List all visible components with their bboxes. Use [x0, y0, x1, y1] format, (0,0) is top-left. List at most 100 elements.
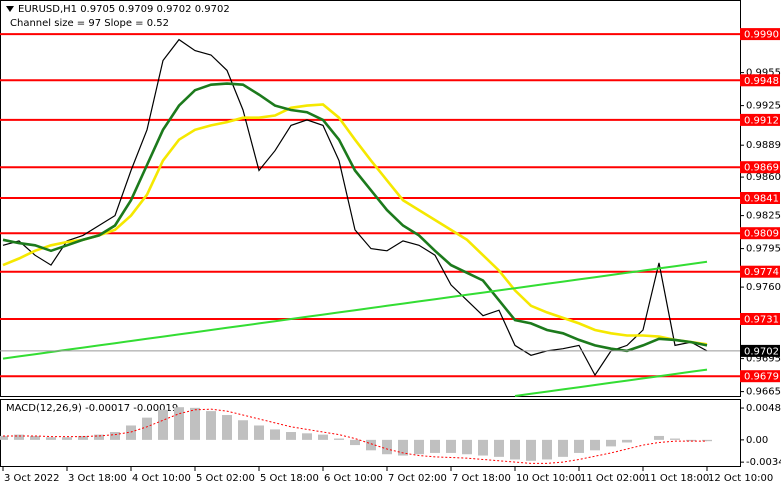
- y-tick-label: -0.00341: [746, 457, 781, 468]
- histogram-bar: [30, 435, 40, 440]
- x-tick-label: 11 Oct 02:00: [580, 473, 645, 484]
- histogram-bar: [334, 438, 344, 440]
- level-label: 0.9912: [744, 115, 779, 126]
- histogram-bar: [446, 439, 456, 453]
- series-line: [2, 82, 708, 353]
- histogram-bar: [686, 439, 696, 442]
- histogram-bar: [414, 439, 424, 455]
- histogram-bar: [398, 439, 408, 456]
- y-tick-label: 0.9925: [746, 101, 781, 112]
- histogram-bar: [206, 411, 216, 440]
- x-tick-label: 3 Oct 2022: [4, 473, 59, 484]
- histogram-bar: [270, 429, 280, 440]
- histogram-bar: [702, 439, 712, 442]
- level-label-box: [740, 265, 780, 278]
- histogram-bar: [238, 420, 248, 440]
- y-tick-label: 0.9760: [746, 282, 781, 293]
- plot-layer: 0.9955 0.9925 0.9889 0.9860 0.9825 0.9795 0.97…: [0, 28, 781, 484]
- histogram-bar: [366, 439, 376, 451]
- y-tick-label: 0.9795: [746, 244, 781, 255]
- y-tick-label: 0.00487: [746, 403, 781, 414]
- histogram-bar: [158, 409, 168, 440]
- y-tick-label: 0.9860: [746, 172, 781, 183]
- histogram-bar: [302, 433, 312, 440]
- level-label: 0.9948: [744, 76, 779, 87]
- histogram-bar: [350, 439, 360, 446]
- histogram-bar: [62, 437, 72, 440]
- x-tick-label: 7 Oct 02:00: [388, 473, 447, 484]
- histogram-bar: [590, 439, 600, 451]
- x-tick-label: 7 Oct 18:00: [452, 473, 511, 484]
- level-label: 0.9869: [744, 163, 779, 174]
- histogram-bar: [526, 439, 536, 461]
- level-label-box: [740, 74, 780, 87]
- level-label-box: [740, 313, 780, 325]
- level-label: 0.9731: [744, 315, 779, 326]
- level-label: 0.9990: [744, 30, 779, 41]
- y-tick-label: 0.9665: [746, 387, 781, 398]
- y-tick-label: 0.9825: [746, 211, 781, 222]
- histogram-bar: [318, 434, 328, 440]
- x-tick-label: 6 Oct 10:00: [324, 473, 383, 484]
- histogram-bar: [126, 425, 136, 440]
- histogram-bar: [654, 435, 664, 440]
- histogram-bar: [254, 425, 264, 440]
- histogram-bar: [574, 439, 584, 453]
- x-tick-label: 5 Oct 02:00: [196, 473, 255, 484]
- histogram-bar: [510, 439, 520, 460]
- level-label-box: [740, 227, 780, 240]
- last-price-box: [740, 344, 780, 357]
- macd-title: MACD(12,26,9) -0.00017 -0.00019: [6, 403, 178, 414]
- histogram-bar: [462, 439, 472, 455]
- histogram-bar: [606, 439, 616, 447]
- level-label: 0.9841: [744, 194, 779, 205]
- level-label-box: [740, 192, 780, 204]
- x-tick-label: 4 Oct 10:00: [132, 473, 191, 484]
- histogram-bar: [142, 417, 152, 440]
- y-tick-label: 0.9695: [746, 354, 781, 365]
- y-tick-label: 0.9955: [746, 68, 781, 79]
- x-tick-label: 12 Oct 10:00: [708, 473, 773, 484]
- series-line: [2, 38, 708, 377]
- level-label: 0.9809: [744, 229, 779, 240]
- last-price-label: 0.9702: [744, 346, 779, 357]
- y-tick-label: 0.9889: [746, 140, 781, 151]
- histogram-bar: [94, 434, 104, 440]
- histogram-bar: [558, 439, 568, 457]
- x-tick-label: 10 Oct 10:00: [516, 473, 581, 484]
- histogram-bar: [670, 438, 680, 440]
- level-label-box: [740, 28, 780, 41]
- level-label-box: [740, 113, 780, 126]
- histogram-bar: [174, 407, 184, 440]
- level-label-box: [740, 161, 780, 174]
- series-line: [514, 368, 708, 397]
- histogram-bar: [542, 439, 552, 460]
- histogram-bar: [622, 439, 632, 443]
- histogram-bar: [286, 432, 296, 440]
- y-tick-label: 0.00: [746, 435, 768, 446]
- histogram-bar: [478, 439, 488, 456]
- level-label: 0.9679: [744, 372, 779, 383]
- histogram-bar: [494, 439, 504, 457]
- x-tick-label: 3 Oct 18:00: [68, 473, 127, 484]
- series-line: [2, 260, 708, 360]
- annotation: Channel size = 97 Slope = 0.52: [10, 18, 169, 29]
- level-label: 0.9774: [744, 267, 779, 278]
- histogram-bar: [46, 437, 56, 440]
- histogram-bar: [382, 439, 392, 455]
- histogram-bar: [78, 435, 88, 440]
- symbol-icon: [6, 6, 14, 12]
- histogram-bar: [430, 439, 440, 453]
- level-label-box: [740, 370, 780, 383]
- series-line: [2, 103, 708, 346]
- macd-panel-frame: [0, 399, 741, 467]
- histogram-bar: [0, 435, 8, 440]
- chart-title: EURUSD,H1 0.9705 0.9709 0.9702 0.9702: [18, 4, 230, 15]
- histogram-bar: [110, 432, 120, 440]
- histogram-bar: [190, 407, 200, 440]
- histogram-bar: [222, 415, 232, 440]
- histogram-bar: [14, 434, 24, 440]
- series-line: [3, 408, 707, 464]
- x-tick-label: 11 Oct 18:00: [644, 473, 709, 484]
